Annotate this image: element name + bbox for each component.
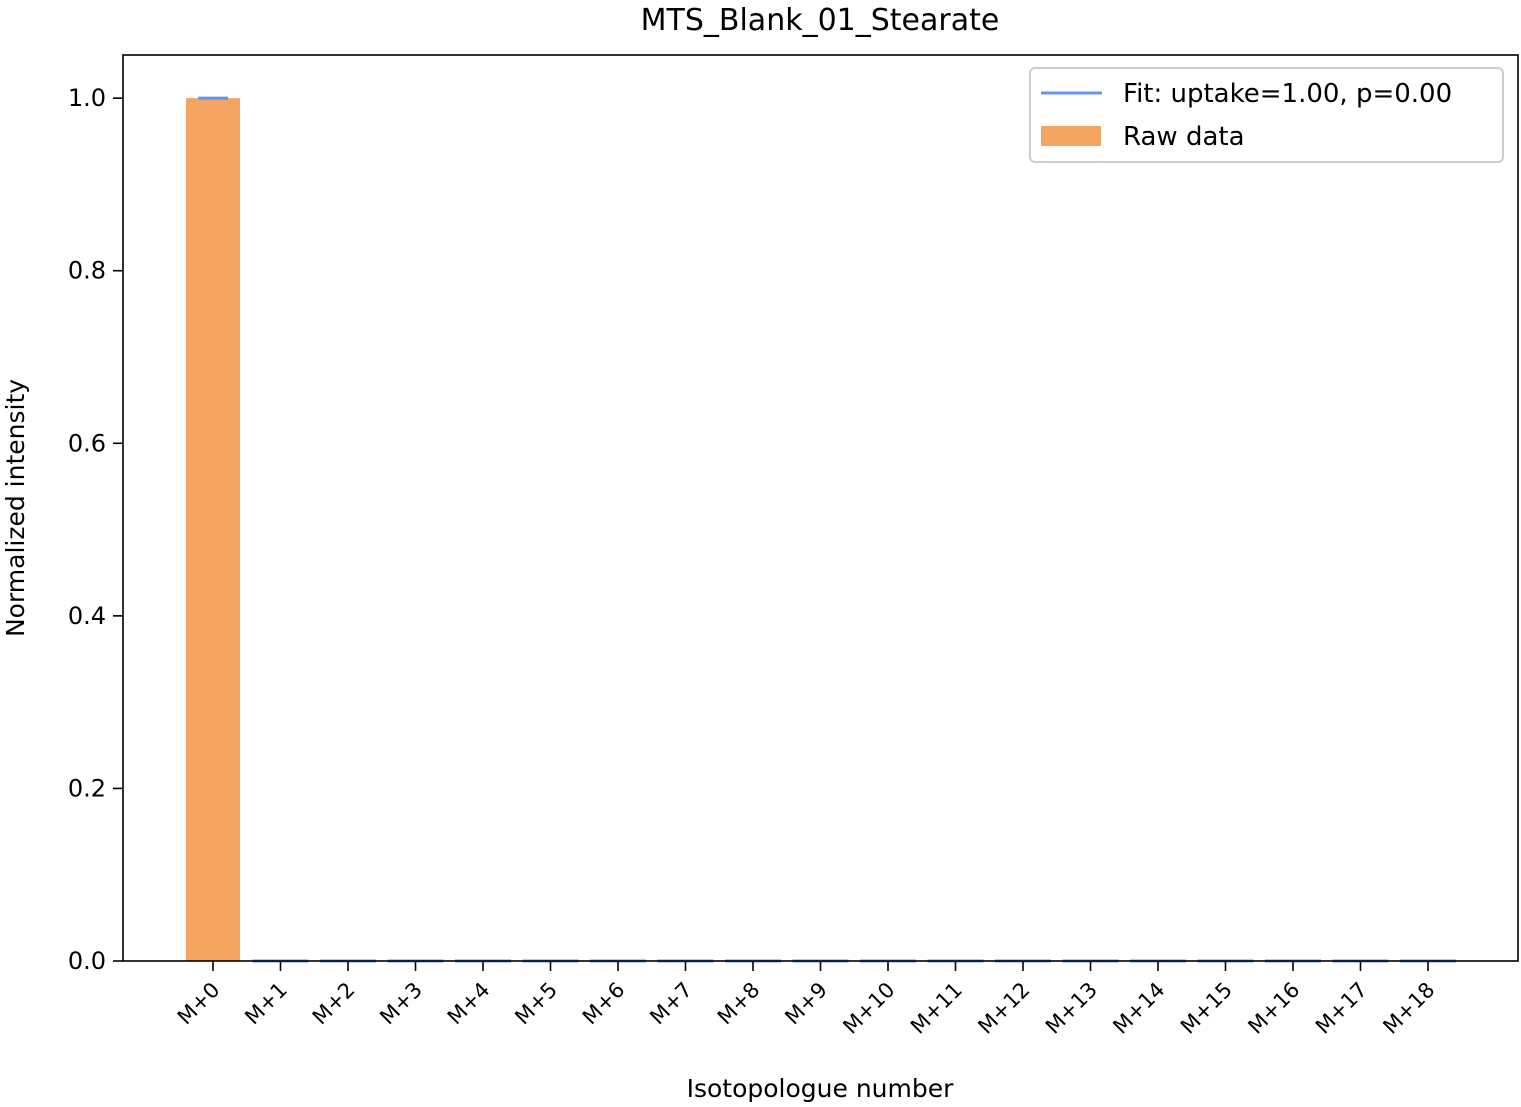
x-tick-label-M+5: M+5 — [510, 978, 562, 1030]
y-tick-label-0.8: 0.8 — [68, 257, 106, 285]
x-tick-label-M+6: M+6 — [578, 978, 630, 1030]
y-axis: 0.0 0.2 0.4 0.6 0.8 1.0 — [68, 84, 123, 975]
legend-raw-swatch — [1041, 126, 1101, 146]
x-tick-label-M+3: M+3 — [375, 978, 427, 1030]
x-tick-label-M+11: M+11 — [906, 978, 967, 1039]
fit-layer — [198, 96, 1456, 963]
y-tick-label-0.0: 0.0 — [68, 947, 106, 975]
x-tick-label-M+2: M+2 — [308, 978, 360, 1030]
x-tick-label-M+0: M+0 — [173, 978, 225, 1030]
x-tick-label-M+18: M+18 — [1378, 978, 1439, 1039]
x-tick-label-M+7: M+7 — [645, 978, 697, 1030]
x-axis: M+0 M+1 M+2 M+3 M+4 M+5 M+6 M+7 M+8 M+9 M+10 M+11 M+… — [173, 961, 1440, 1039]
x-tick-label-M+13: M+13 — [1041, 978, 1102, 1039]
bar-M+0 — [186, 98, 240, 961]
x-axis-label: Isotopologue number — [687, 1074, 955, 1103]
x-tick-label-M+14: M+14 — [1108, 978, 1169, 1039]
y-tick-label-0.6: 0.6 — [68, 429, 106, 457]
y-tick-label-0.2: 0.2 — [68, 774, 106, 802]
x-tick-label-M+16: M+16 — [1243, 978, 1304, 1039]
chart-title: MTS_Blank_01_Stearate — [641, 3, 1000, 38]
x-tick-label-M+4: M+4 — [443, 978, 495, 1030]
y-tick-label-0.4: 0.4 — [68, 602, 106, 630]
legend: Fit: uptake=1.00, p=0.00 Raw data — [1029, 67, 1504, 163]
legend-box — [1029, 67, 1504, 163]
y-axis-label: Normalized intensity — [1, 379, 30, 637]
plot-frame — [122, 54, 1519, 962]
x-tick-label-M+10: M+10 — [838, 978, 899, 1039]
x-tick-label-M+1: M+1 — [240, 978, 292, 1030]
x-tick-label-M+9: M+9 — [780, 978, 832, 1030]
x-tick-label-M+17: M+17 — [1311, 978, 1372, 1039]
legend-fit-label: Fit: uptake=1.00, p=0.00 — [1123, 79, 1452, 109]
x-tick-label-M+8: M+8 — [713, 978, 765, 1030]
bars-layer — [186, 98, 240, 961]
y-tick-label-1.0: 1.0 — [68, 84, 106, 112]
x-tick-label-M+15: M+15 — [1176, 978, 1237, 1039]
legend-raw-label: Raw data — [1123, 122, 1245, 152]
x-tick-label-M+12: M+12 — [973, 978, 1034, 1039]
